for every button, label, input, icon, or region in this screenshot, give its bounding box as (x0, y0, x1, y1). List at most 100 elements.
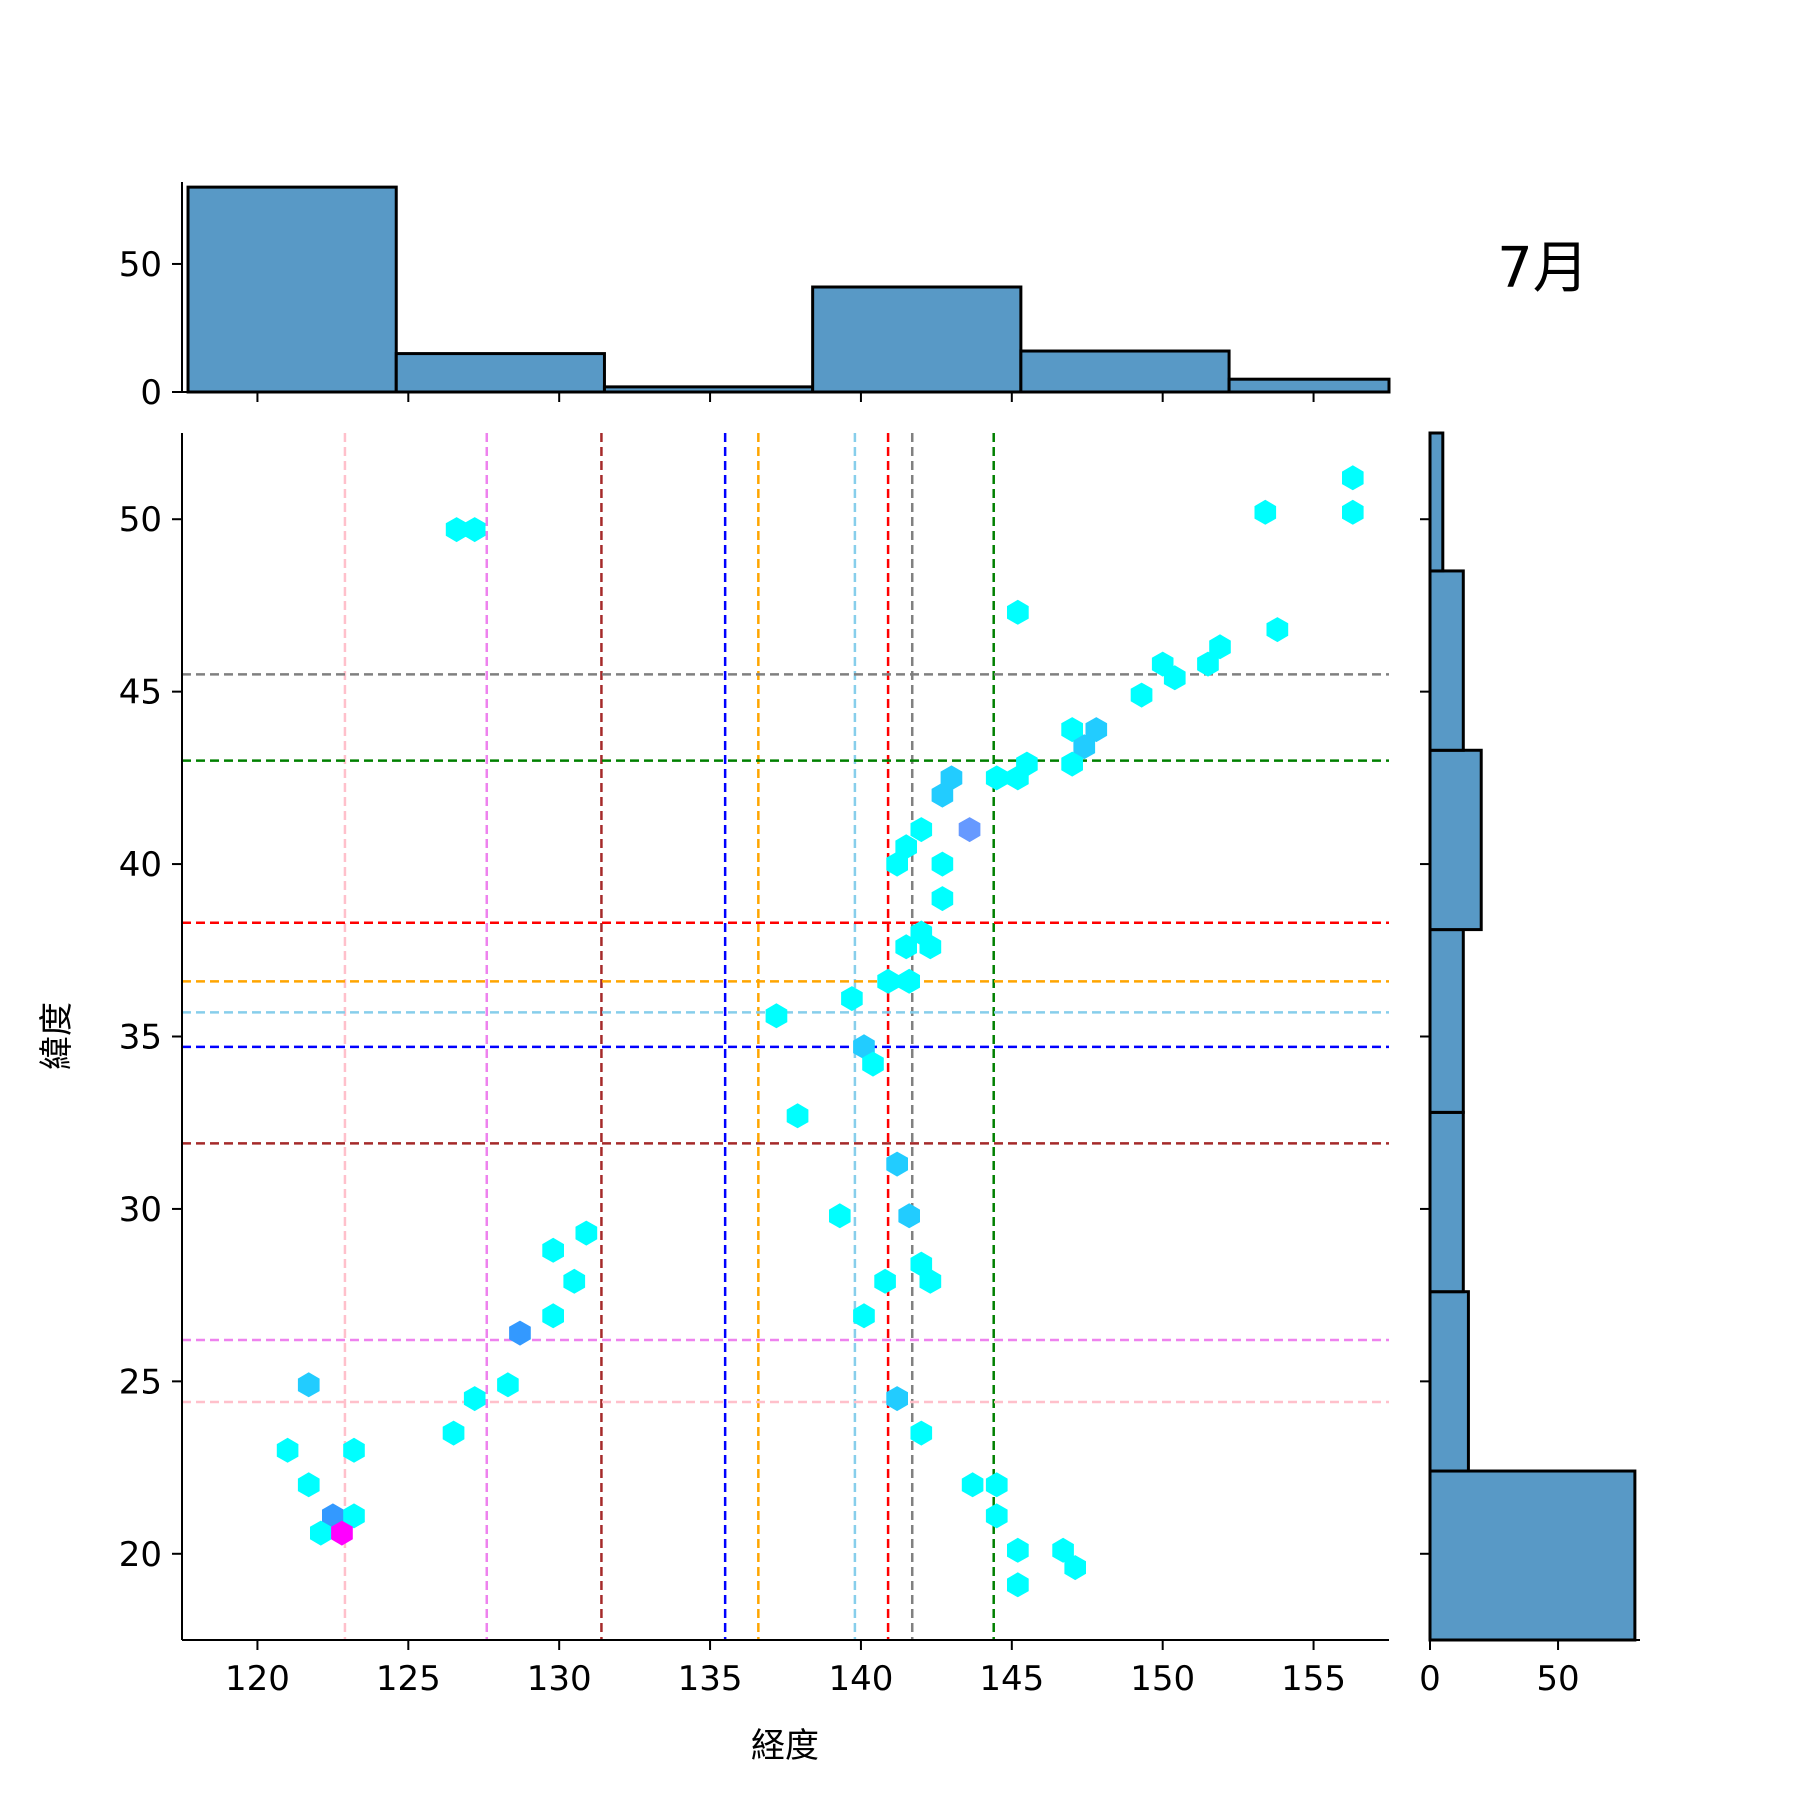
y-tick-label-0: 20 (119, 1535, 162, 1575)
x-hist-ytick-label-0: 0 (140, 373, 162, 413)
y-hist-bar-3 (1428, 928, 1465, 1114)
hexbin-cell-68 (1007, 1572, 1029, 1598)
hexbin-cell-1 (1342, 499, 1364, 525)
hexbin-cell-66 (1052, 1537, 1074, 1563)
y-hist-bar-2 (1428, 1110, 1465, 1294)
hexbin-cell-24 (886, 851, 908, 877)
y-tick-label-1: 25 (119, 1362, 162, 1402)
hexbin-cell-38 (829, 1203, 851, 1229)
hexbin-cell-35 (862, 1051, 884, 1077)
y-axis-ticks: 20 25 30 35 40 45 50 (119, 500, 182, 1575)
hexbin-cell-56 (343, 1437, 365, 1463)
x-tick-label-7: 155 (1281, 1659, 1346, 1699)
hexbin-cell-22 (958, 817, 981, 843)
y-hist-bar-1 (1428, 1290, 1470, 1473)
hexbin-cell-47 (853, 1303, 875, 1329)
y-tick-label-4: 40 (119, 845, 162, 885)
hexbin-cell-11 (1130, 682, 1153, 708)
chart-title: 7月 (1497, 236, 1589, 301)
y-hist-bar-4 (1428, 748, 1483, 932)
hexbin-cell-61 (343, 1503, 365, 1529)
hexbin-cell-58 (961, 1472, 984, 1498)
y-tick-label-6: 50 (119, 500, 162, 540)
hexbin-cell-17 (940, 765, 963, 791)
hexbin-cell-41 (542, 1237, 564, 1263)
hexbin-cell-50 (497, 1372, 519, 1398)
hexbin-cell-25 (931, 851, 954, 877)
x-tick-label-2: 130 (527, 1659, 592, 1699)
hexbin-cell-19 (1007, 765, 1029, 791)
hexbin-cell-42 (910, 1251, 933, 1277)
hexbin-cell-0 (1342, 465, 1364, 491)
hexbin-cell-4 (463, 517, 486, 543)
hexbin-cell-2 (1254, 499, 1277, 525)
hexbin-cells (276, 465, 1364, 1598)
hexbin-cell-18 (985, 765, 1008, 791)
y-hist-xtick-label-1: 50 (1536, 1659, 1579, 1699)
hexbin-cell-64 (331, 1520, 353, 1546)
hexbin-cell-30 (877, 968, 899, 994)
x-tick-label-4: 140 (828, 1659, 893, 1699)
hexbin-cell-5 (1007, 599, 1029, 625)
hexbin-cell-16 (1061, 751, 1083, 777)
hexbin-cell-26 (931, 886, 954, 912)
hexbin-cell-48 (509, 1320, 531, 1346)
hexbin-cell-45 (919, 1268, 942, 1294)
hexbin-cell-13 (1085, 717, 1108, 743)
x-tick-label-3: 135 (678, 1659, 743, 1699)
hexbin-cell-52 (886, 1386, 908, 1412)
hexbin-cell-43 (563, 1268, 586, 1294)
hexbin-cell-59 (985, 1472, 1008, 1498)
hexbin-cell-39 (898, 1203, 920, 1229)
y-hist-bar-0 (1428, 1469, 1637, 1642)
y-marginal-histogram: 0 50 (1419, 431, 1640, 1699)
x-hist-bar-3 (811, 285, 1023, 394)
y-hist-xtick-label-0: 0 (1419, 1659, 1441, 1699)
hexbin-cell-36 (786, 1103, 809, 1129)
x-tick-label-6: 150 (1130, 1659, 1195, 1699)
hexbin-cell-60 (322, 1503, 344, 1529)
hexbin-cell-10 (1163, 665, 1186, 691)
hexbin-cell-32 (841, 986, 863, 1012)
x-axis-label: 経度 (751, 1726, 819, 1766)
x-hist-ticks: 0 50 (119, 245, 1315, 413)
hexbin-cell-20 (931, 782, 954, 808)
y-hist-bar-5 (1428, 569, 1465, 752)
hexbin-cell-34 (853, 1034, 875, 1060)
hexbin-cell-54 (910, 1420, 933, 1446)
hexbin-cell-63 (310, 1520, 332, 1546)
y-tick-label-2: 30 (119, 1190, 162, 1230)
y-hist-ticks: 0 50 (1419, 518, 1580, 1699)
hexbin-cell-7 (1209, 634, 1231, 660)
x-tick-label-0: 120 (225, 1659, 290, 1699)
hexbin-cell-14 (1073, 734, 1096, 760)
hexbin-cell-53 (442, 1420, 465, 1446)
hexbin-cell-3 (445, 517, 468, 543)
hexbin-cell-33 (765, 1003, 788, 1029)
main-hexbin-plot: 120 125 130 135 140 145 150 155 20253035404550 … (37, 433, 1389, 1766)
hexbin-cell-44 (874, 1268, 896, 1294)
x-hist-bar-5 (1227, 377, 1391, 394)
hexbin-cell-29 (919, 934, 942, 960)
hexbin-cell-6 (1266, 617, 1289, 643)
hexbin-cell-21 (910, 817, 933, 843)
hexbin-cell-49 (297, 1372, 320, 1398)
hexbin-cell-23 (895, 834, 917, 860)
y-tick-label-3: 35 (119, 1018, 162, 1058)
x-tick-label-5: 145 (979, 1659, 1044, 1699)
hexbin-cell-37 (886, 1151, 908, 1177)
hexbin-cell-40 (575, 1220, 598, 1246)
x-hist-bar-1 (394, 352, 606, 394)
y-tick-label-5: 45 (119, 673, 162, 713)
x-histogram-bars (186, 185, 1391, 394)
hexbin-cell-57 (297, 1472, 320, 1498)
y-axis-label: 緯度 (37, 1002, 77, 1070)
x-marginal-histogram: 0 50 (119, 182, 1391, 413)
x-hist-ytick-label-1: 50 (119, 245, 162, 285)
hexbin-cell-12 (1061, 717, 1083, 743)
reference-lines (182, 433, 1389, 1640)
hexbin-cell-62 (985, 1503, 1008, 1529)
hexbin-cell-31 (898, 968, 920, 994)
hexbin-cell-67 (1064, 1555, 1086, 1581)
